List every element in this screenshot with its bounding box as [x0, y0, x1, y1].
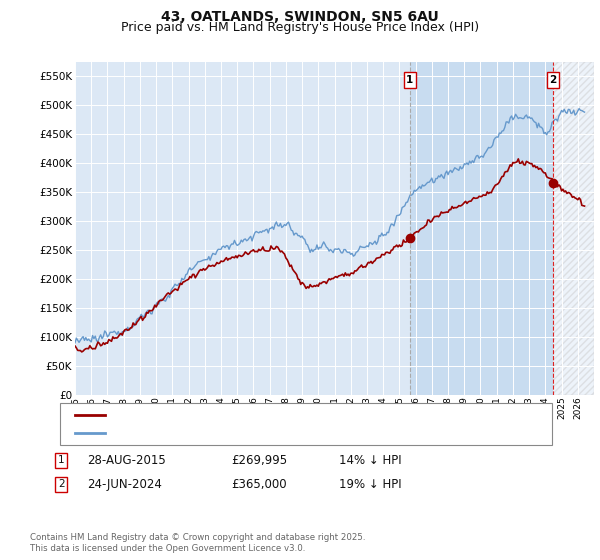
Text: 19% ↓ HPI: 19% ↓ HPI	[339, 478, 401, 491]
Text: 14% ↓ HPI: 14% ↓ HPI	[339, 454, 401, 467]
Text: 43, OATLANDS, SWINDON, SN5 6AU: 43, OATLANDS, SWINDON, SN5 6AU	[161, 10, 439, 24]
Text: 28-AUG-2015: 28-AUG-2015	[87, 454, 166, 467]
Text: £365,000: £365,000	[231, 478, 287, 491]
Text: £269,995: £269,995	[231, 454, 287, 467]
Text: 1: 1	[58, 455, 65, 465]
Text: Contains HM Land Registry data © Crown copyright and database right 2025.
This d: Contains HM Land Registry data © Crown c…	[30, 533, 365, 553]
Bar	[553, 62, 594, 395]
Text: 43, OATLANDS, SWINDON, SN5 6AU (detached house): 43, OATLANDS, SWINDON, SN5 6AU (detached…	[111, 410, 392, 420]
Text: Price paid vs. HM Land Registry's House Price Index (HPI): Price paid vs. HM Land Registry's House …	[121, 21, 479, 34]
Bar	[410, 62, 553, 395]
Text: 2: 2	[549, 75, 556, 85]
Text: 2: 2	[58, 479, 65, 489]
Text: 24-JUN-2024: 24-JUN-2024	[87, 478, 162, 491]
Text: 1: 1	[406, 75, 413, 85]
Text: HPI: Average price, detached house, Swindon: HPI: Average price, detached house, Swin…	[111, 428, 348, 438]
